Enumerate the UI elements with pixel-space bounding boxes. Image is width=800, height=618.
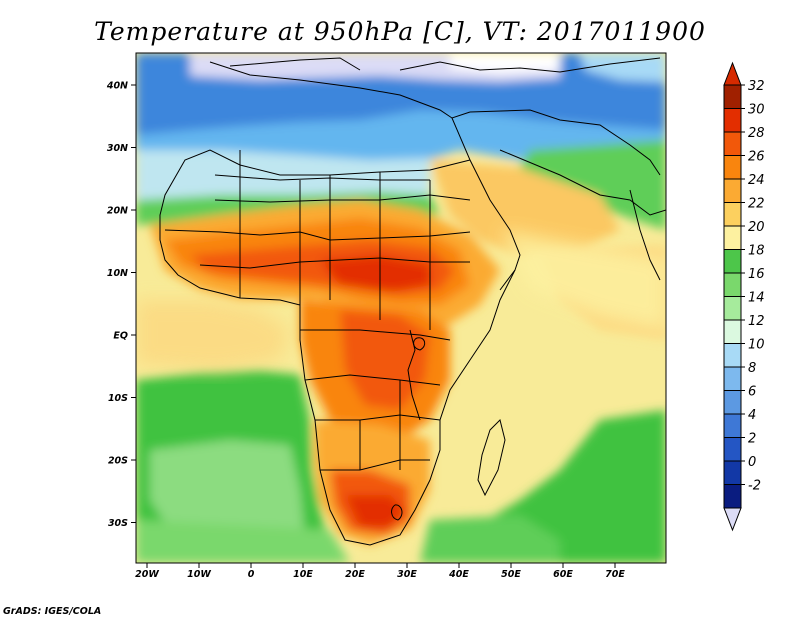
map-title: Temperature at 950hPa [C], VT: 201701190… [94,17,706,46]
colorbar-label: 32 [748,79,765,94]
lon-tick-label: 10W [187,569,211,580]
colorbar-segment [723,366,742,391]
colorbar-bottom-arrow [723,507,742,532]
lat-tick-label: 30N [107,143,128,154]
colorbar-segment [723,272,742,297]
lat-tick-label: 10N [107,268,128,279]
lat-tick-label: 10S [108,393,128,404]
lon-tick-label: 0 [248,569,255,580]
colorbar-segment [723,84,742,109]
lon-tick-label: 20W [135,569,159,580]
colorbar-segment [723,108,742,133]
colorbar-segment [723,131,742,156]
colorbar-label: 12 [748,314,765,329]
colorbar-label: 0 [748,455,756,470]
lon-tick-label: 70E [605,569,625,580]
lon-tick-label: 30E [397,569,417,580]
colorbar-label: 16 [748,267,765,282]
lon-tick-label: 10E [293,569,313,580]
colorbar-segment [723,437,742,462]
colorbar-segment [723,413,742,438]
temperature-field [136,53,666,563]
colorbar-label: 20 [748,220,765,235]
colorbar-label: 28 [748,126,765,141]
latitude-axis: 40N 30N 20N 10N EQ 10S 20S 30S [106,81,136,529]
colorbar-label: -2 [748,479,761,494]
lon-tick-label: 40E [448,569,469,580]
colorbar-label: 8 [748,361,756,376]
colorbar-segment [723,249,742,274]
colorbar-top-arrow [723,61,742,86]
credit-text: GrADS: IGES/COLA [3,606,101,617]
colorbar-segment [723,296,742,321]
colorbar-segment [723,343,742,368]
colorbar-label: 22 [748,197,765,212]
lat-tick-label: 30S [108,518,128,529]
lat-tick-label: 40N [106,81,128,92]
colorbar-label: 10 [748,338,765,353]
colorbar-segment [723,319,742,344]
colorbar-segment [723,178,742,203]
colorbar-label: 30 [748,103,765,118]
lon-tick-label: 60E [553,569,573,580]
colorbar-label: 6 [748,385,756,400]
lat-tick-label: 20N [107,206,128,217]
lat-tick-label: 20S [108,456,128,467]
colorbar-segment [723,460,742,485]
colorbar-label: 26 [748,150,765,165]
lon-tick-label: 20E [345,569,365,580]
lon-tick-label: 50E [501,569,521,580]
longitude-axis: 20W 10W 0 10E 20E 30E 40E 50E 60E 70E [135,563,625,580]
colorbar-label: 14 [748,291,765,306]
map-frame [135,52,667,564]
colorbar-label: 18 [748,244,765,259]
colorbar-segment [723,484,742,509]
colorbar-segment [723,390,742,415]
colorbar-label: 24 [748,173,765,188]
colorbar-segment [723,225,742,250]
country-boundaries [159,57,666,546]
colorbar-label: 2 [748,432,756,447]
colorbar-label: 4 [748,408,756,423]
colorbar-segment [723,202,742,227]
lat-tick-label: EQ [113,331,128,342]
colorbar-segment [723,155,742,180]
